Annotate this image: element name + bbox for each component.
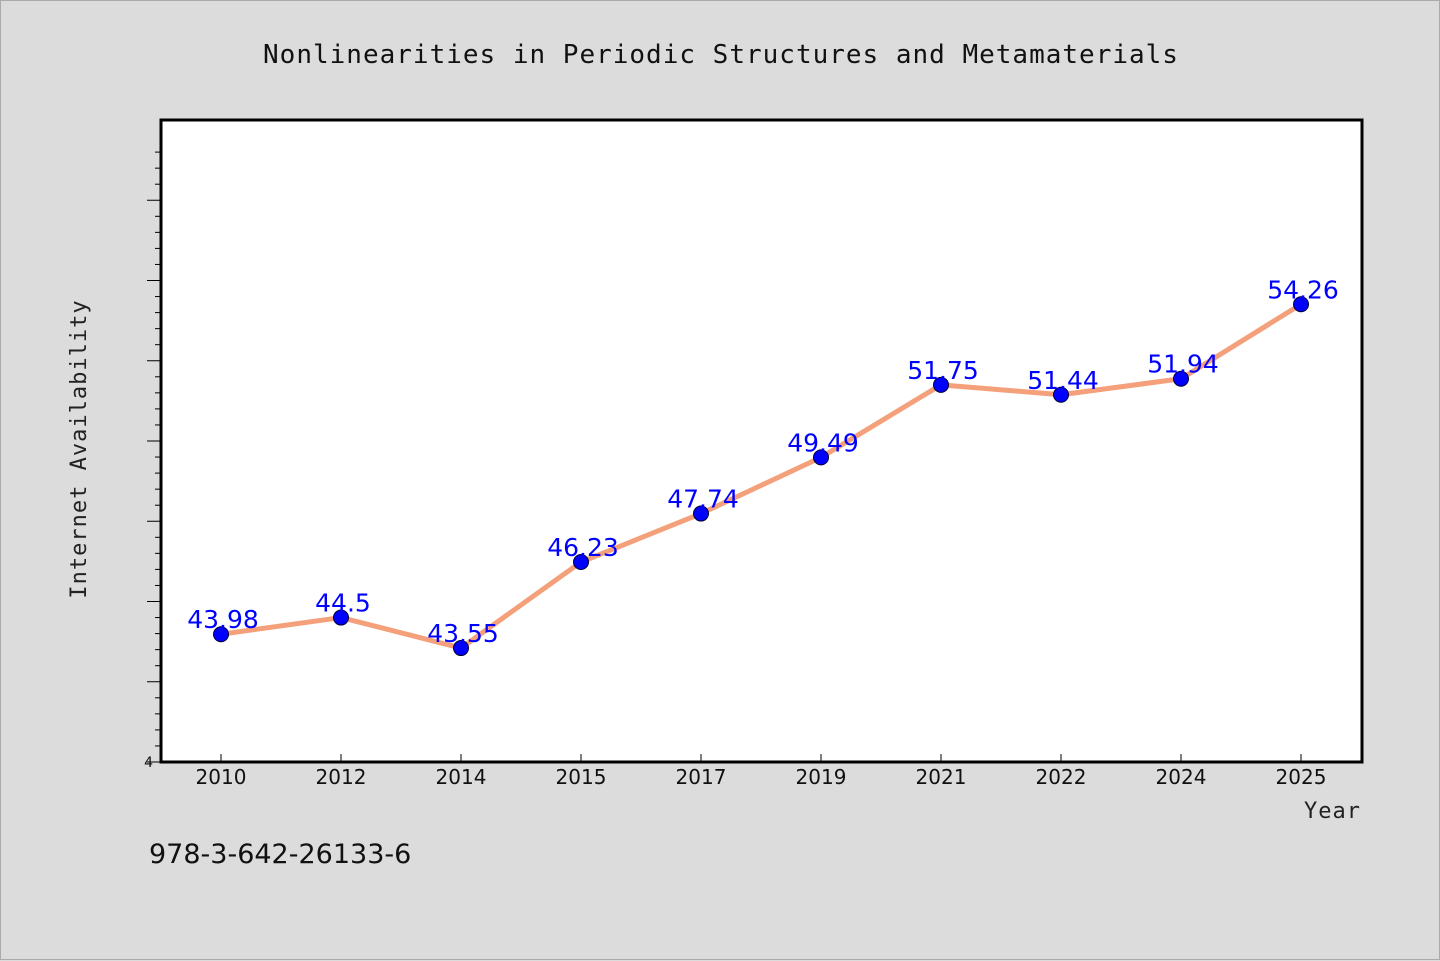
plot-area: [159, 118, 1364, 764]
y-axis-ticks: 4: [144, 151, 161, 771]
data-label-2017: 47.74: [667, 485, 739, 514]
data-label-2022: 51.44: [1027, 366, 1099, 395]
x-tick-label-2017: 2017: [676, 765, 727, 789]
data-point-2015: [573, 554, 589, 571]
x-tick-label-2025: 2025: [1276, 765, 1327, 789]
data-label-2010: 43.98: [187, 605, 259, 634]
x-tick-label-2015: 2015: [556, 765, 607, 789]
data-label-2025: 54.26: [1267, 275, 1339, 304]
x-axis-label: Year: [1304, 799, 1361, 824]
data-point-2012: [333, 609, 349, 626]
data-point-2014: [453, 640, 469, 657]
y-tick-label-0: 4: [144, 755, 153, 771]
data-point-2019: [813, 449, 829, 466]
data-label-2012: 44.5: [315, 589, 371, 618]
data-point-2021: [933, 376, 949, 393]
data-label-2019: 49.49: [787, 428, 859, 457]
data-point-2010: [213, 626, 229, 643]
isbn-text: 978-3-642-26133-6: [149, 839, 411, 870]
data-label-2021: 51.75: [907, 356, 979, 385]
x-tick-label-2019: 2019: [796, 765, 847, 789]
data-label-2024: 51.94: [1147, 350, 1219, 379]
x-tick-label-2024: 2024: [1156, 765, 1207, 789]
x-tick-label-2022: 2022: [1036, 765, 1087, 789]
data-point-2025: [1293, 296, 1309, 313]
data-label-2015: 46.23: [547, 533, 619, 562]
data-point-2022: [1053, 386, 1069, 403]
series-layer: 43.98 44.5 43.55 46.23 47.74 49.49 51.75 51.44 5…: [187, 275, 1339, 657]
x-tick-label-2012: 2012: [316, 765, 367, 789]
data-point-2024: [1173, 370, 1189, 387]
y-axis-label: Internet Availability: [67, 299, 92, 598]
x-tick-label-2014: 2014: [436, 765, 487, 789]
x-axis-ticks: 2010 2012 2014 2015 2017 2019 2021 2022 2024 2025: [196, 754, 1327, 789]
x-tick-label-2021: 2021: [916, 765, 967, 789]
data-point-2017: [693, 505, 709, 522]
series-line-0: [218, 301, 1304, 651]
x-tick-label-2010: 2010: [196, 765, 247, 789]
chart-title: Nonlinearities in Periodic Structures an…: [263, 40, 1179, 70]
data-label-2014: 43.55: [427, 619, 499, 648]
